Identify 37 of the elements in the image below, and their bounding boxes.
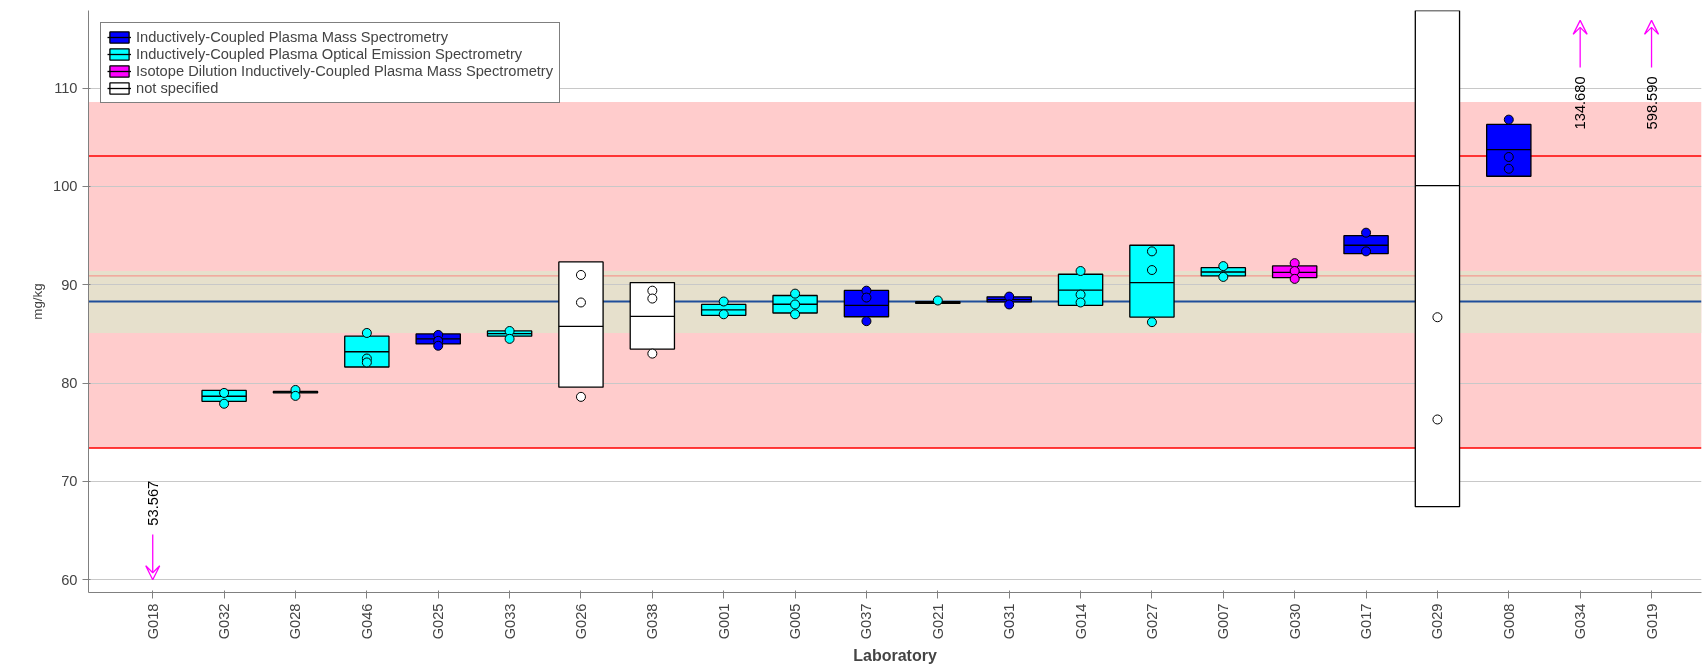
x-tick-label: G030 xyxy=(1286,603,1303,640)
x-tick-label: G031 xyxy=(1001,603,1018,640)
y-tick-label: 100 xyxy=(53,178,78,195)
legend-label: not specified xyxy=(136,80,219,96)
y-tick-label: 90 xyxy=(61,276,78,293)
legend-label: Inductively-Coupled Plasma Mass Spectrometry xyxy=(136,29,448,45)
x-tick-label: G017 xyxy=(1358,603,1375,640)
x-tick-label: G032 xyxy=(216,603,233,640)
x-tick-label: G018 xyxy=(144,603,161,640)
annotation: 53.567 xyxy=(144,480,161,526)
x-tick-label: G021 xyxy=(929,603,946,640)
y-tick-label: 80 xyxy=(61,375,78,392)
x-tick-label: G038 xyxy=(644,603,661,640)
x-tick-label: G046 xyxy=(358,603,375,640)
x-tick-label: G005 xyxy=(787,603,804,640)
x-tick-label: G001 xyxy=(715,603,732,640)
x-tick-label: G034 xyxy=(1572,603,1589,640)
x-tick-label: G026 xyxy=(572,603,589,640)
y-tick-label: 60 xyxy=(61,571,78,588)
x-axis-title: Laboratory xyxy=(853,647,937,665)
y-axis-title: mg/kg xyxy=(30,283,46,320)
annotation: 134.680 xyxy=(1572,76,1589,130)
x-tick-label: G008 xyxy=(1500,603,1517,640)
x-tick-label: G027 xyxy=(1143,603,1160,640)
x-tick-label: G014 xyxy=(1072,603,1089,640)
y-tick-label: 70 xyxy=(61,473,78,490)
x-tick-label: G028 xyxy=(287,603,304,640)
legend-label: Isotope Dilution Inductively-Coupled Plasma Mass Spectrometry xyxy=(136,63,554,79)
x-tick-label: G019 xyxy=(1643,603,1660,640)
x-tick-label: G025 xyxy=(430,603,447,640)
annotation: 598.590 xyxy=(1643,76,1660,130)
x-tick-label: G029 xyxy=(1429,603,1446,640)
legend-label: Inductively-Coupled Plasma Optical Emission Spectrometry xyxy=(136,46,523,62)
x-tick-label: G007 xyxy=(1215,603,1232,640)
x-tick-label: G033 xyxy=(501,603,518,640)
x-tick-label: G037 xyxy=(858,603,875,640)
y-tick-label: 110 xyxy=(54,80,78,97)
